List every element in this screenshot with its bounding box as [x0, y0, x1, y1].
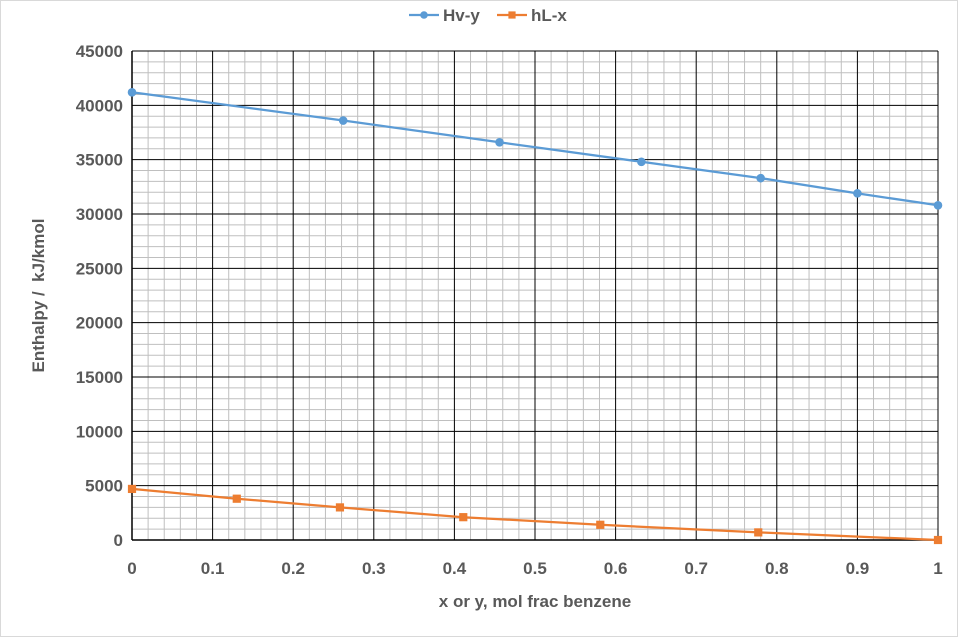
- data-point: [495, 137, 504, 147]
- data-point: [335, 503, 345, 512]
- series-layer: [127, 87, 943, 545]
- data-point: [232, 494, 241, 503]
- y-tick-label: 40000: [76, 96, 123, 115]
- x-axis-title: x or y, mol frac benzene: [439, 592, 631, 611]
- data-point: [853, 189, 862, 198]
- x-tick-label: 0.6: [604, 559, 628, 578]
- x-tick-label: 0.4: [443, 559, 467, 578]
- data-point: [754, 528, 763, 537]
- data-point: [127, 484, 137, 494]
- y-tick-label: 20000: [76, 314, 123, 333]
- data-point: [127, 87, 137, 97]
- legend-item: hL-x: [497, 6, 567, 25]
- y-tick-label: 10000: [76, 422, 123, 441]
- x-tick-label: 0.1: [201, 559, 225, 578]
- data-point: [459, 513, 468, 522]
- x-tick-label: 0.2: [281, 559, 305, 578]
- y-tick-label: 25000: [76, 259, 123, 278]
- x-tick-label: 1: [933, 559, 942, 578]
- major-gridlines: [131, 50, 939, 541]
- x-tick-label: 0: [127, 559, 136, 578]
- data-point: [933, 535, 943, 545]
- x-tick-label: 0.5: [523, 559, 547, 578]
- y-tick-label: 45000: [76, 42, 123, 61]
- y-tick-label: 15000: [76, 368, 123, 387]
- data-point: [756, 173, 765, 183]
- series-Hv-y: [127, 87, 943, 210]
- data-point: [596, 520, 605, 529]
- y-tick-label: 35000: [76, 151, 123, 170]
- y-tick-label: 30000: [76, 205, 123, 224]
- x-tick-label: 0.9: [846, 559, 870, 578]
- data-point: [637, 157, 646, 167]
- legend: Hv-y hL-x: [409, 6, 567, 25]
- data-point: [933, 201, 943, 210]
- series-hL-x: [127, 484, 943, 545]
- y-axis-tick-labels: 0 5000 10000 15000 20000 25000 30000 35000 40000…: [76, 42, 123, 550]
- x-axis-tick-labels: 0 0.1 0.2 0.3 0.4 0.5 0.6 0.7 0.8 0.9 1: [127, 559, 942, 578]
- legend-label: hL-x: [531, 6, 567, 25]
- y-tick-label: 0: [114, 531, 123, 550]
- x-tick-label: 0.8: [765, 559, 789, 578]
- y-tick-label: 5000: [85, 477, 123, 496]
- data-point: [338, 116, 348, 125]
- x-tick-label: 0.3: [362, 559, 386, 578]
- legend-marker: [508, 11, 516, 19]
- y-axis-title: Enthalpy / kJ/kmol: [29, 219, 48, 373]
- legend-marker: [420, 11, 428, 19]
- legend-item: Hv-y: [409, 6, 480, 25]
- legend-label: Hv-y: [443, 6, 480, 25]
- x-tick-label: 0.7: [684, 559, 708, 578]
